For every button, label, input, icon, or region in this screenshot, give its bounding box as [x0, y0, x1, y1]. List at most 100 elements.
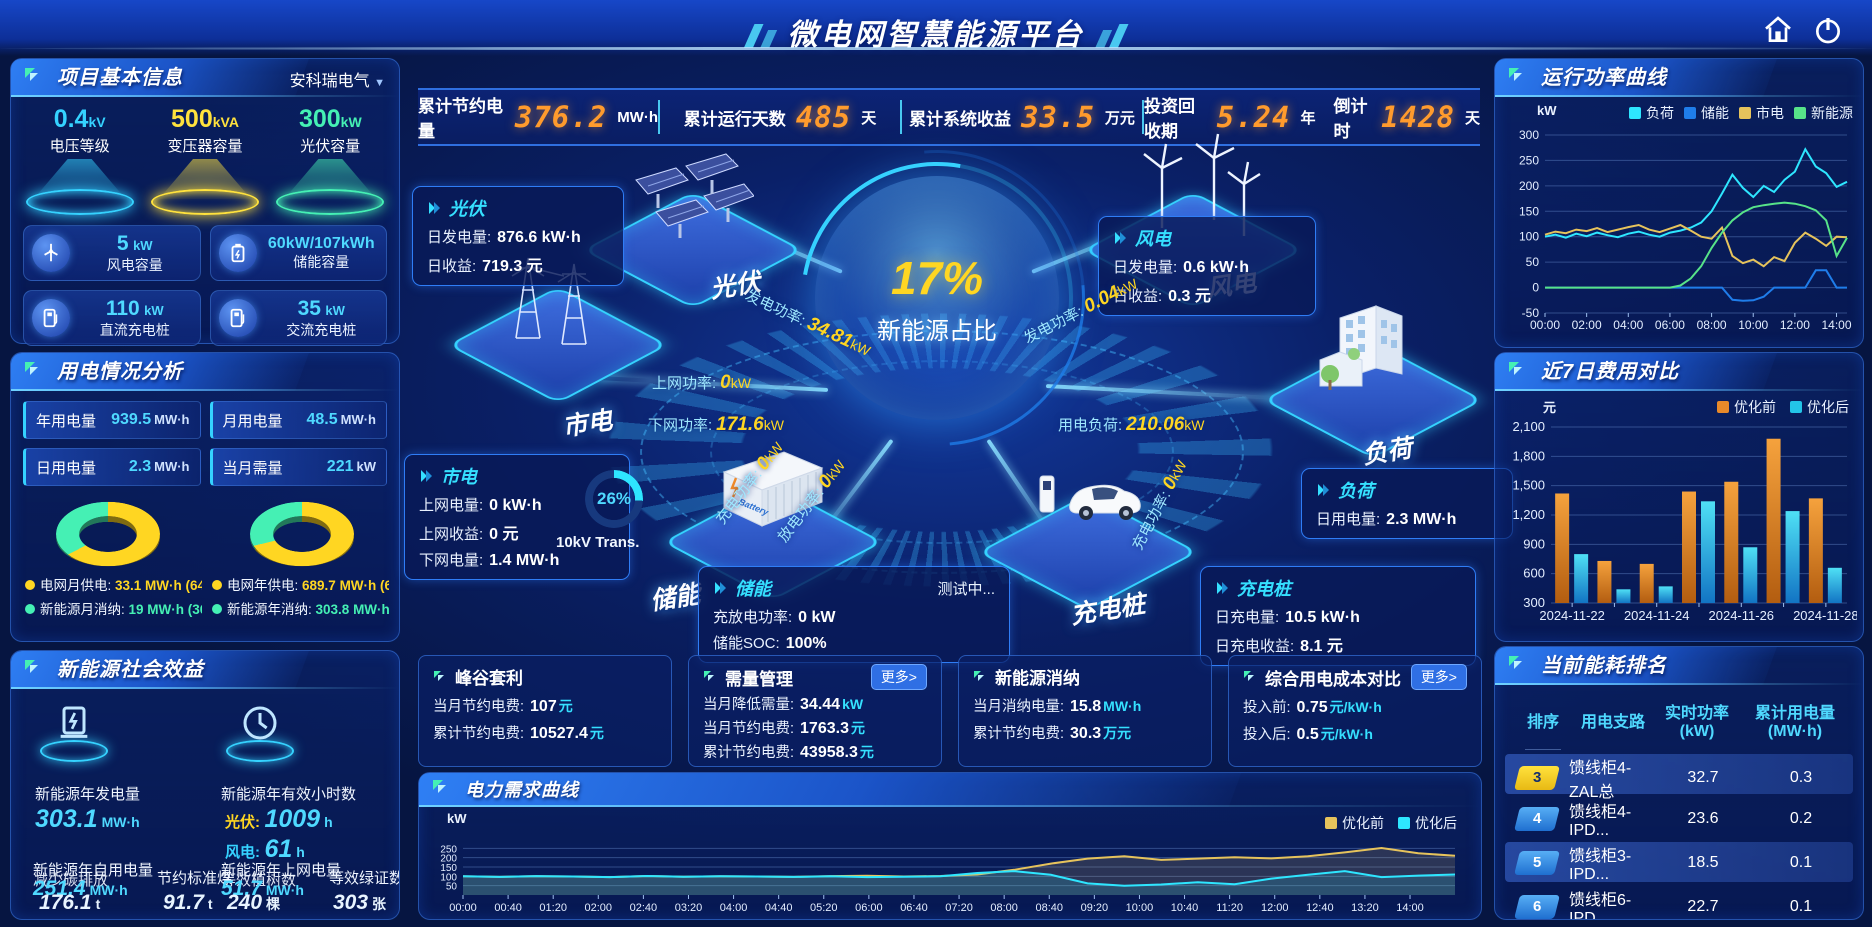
kpi-bar: 累计节约电量 376.2 MW·h 累计运行天数 485 天 累计系统收益 33.5 万元 … — [418, 88, 1480, 146]
benefit-co2-value: 176.1 t — [39, 891, 101, 914]
chevron-right-icon — [1318, 484, 1329, 496]
svg-text:13:20: 13:20 — [1351, 902, 1379, 914]
load-info-box: 负荷 日用电量: 2.3 MW·h — [1301, 468, 1513, 539]
table-row: 5 馈线柜3-IPD... 18.5 0.1 — [1505, 842, 1853, 883]
stat-month-demand: 当月需量 221 kW — [209, 448, 387, 486]
table-row: 4 馈线柜4-IPD... 23.6 0.2 — [1505, 798, 1853, 839]
month-supply-donut — [56, 501, 160, 567]
solar-panels-art — [635, 153, 754, 238]
ess-testing-badge: 测试中... — [937, 580, 995, 598]
svg-text:900: 900 — [1523, 536, 1545, 551]
kpi-run-days: 累计运行天数 485 天 — [658, 100, 900, 134]
donut-legend-item: 电网月供电: 33.1 MW·h (64%) — [25, 574, 202, 594]
svg-text:00:00: 00:00 — [449, 902, 477, 914]
svg-text:1,800: 1,800 — [1512, 448, 1545, 463]
pv-capacity-cone: 300kW 光伏容量 — [271, 105, 389, 215]
run-power-legend: 负荷 储能 市电 新能源 — [1629, 103, 1853, 123]
ac-charger-icon — [218, 299, 257, 337]
svg-text:600: 600 — [1523, 566, 1545, 581]
panel-corner-icon — [974, 670, 984, 681]
svg-text:06:00: 06:00 — [1655, 318, 1685, 332]
flow-from-grid: 下网功率: 171.6kW — [648, 414, 784, 435]
svg-text:200: 200 — [1519, 179, 1539, 193]
svg-text:03:20: 03:20 — [675, 902, 703, 914]
renewable-ratio-value: 17% — [890, 251, 984, 304]
benefits-panel: 新能源社会效益 新能源年发电量 303.1 MW·h 新能源年有效小时数 光伏: … — [10, 650, 400, 920]
benefit-wind-hours: 风电: 61 h — [225, 835, 305, 863]
svg-text:08:00: 08:00 — [990, 902, 1018, 914]
title-decor-right — [1108, 24, 1129, 48]
svg-text:2024-11-26: 2024-11-26 — [1709, 608, 1775, 623]
panel-corner-icon — [23, 360, 45, 387]
cost-more-button[interactable]: 更多> — [1410, 664, 1467, 690]
demand-axis-unit: kW — [447, 811, 467, 826]
ev-info-box: 充电桩 日充电量: 10.5 kW·h 日充电收益: 8.1 元 — [1200, 566, 1476, 666]
project-info-title: 项目基本信息 — [57, 67, 183, 89]
svg-text:08:00: 08:00 — [1697, 318, 1727, 332]
battery-container-art: Battery — [722, 451, 824, 527]
energy-flow-stage: 17% 新能源占比 光伏 风电 市电 — [404, 133, 1513, 666]
svg-text:10:00: 10:00 — [1126, 902, 1154, 914]
svg-text:12:00: 12:00 — [1261, 902, 1289, 914]
kpi-system-revenue: 累计系统收益 33.5 万元 — [900, 100, 1142, 134]
benefit-trees-value: 240 棵 — [227, 891, 281, 914]
kpi-payback: 投资回收期 5.24 年 倒计时 1428 天 — [1142, 97, 1480, 141]
storage-capacity-card: 60kW/107kWh 储能容量 — [209, 225, 387, 281]
usage-stats: 年用电量 939.5 MW·h 月用电量 48.5 MW·h 日用电量 2.3 MW·h 当… — [11, 391, 399, 486]
svg-text:09:20: 09:20 — [1081, 902, 1109, 914]
run-power-panel: 运行功率曲线 kW 负荷 储能 市电 新能源 300 250 200 150 100 50 0 -5… — [1494, 58, 1864, 348]
demand-curve-panel: 电力需求曲线 kW 优化前 优化后 250 200 150 100 50 00:00 00:4… — [418, 772, 1482, 920]
run-power-header: 运行功率曲线 — [1495, 59, 1863, 97]
benefit-gen-label: 新能源年发电量 — [35, 786, 141, 803]
panel-corner-icon — [1507, 654, 1529, 681]
ess-info-box: 储能 测试中... 充放电功率: 0 kW 储能SOC: 100% — [698, 566, 1010, 663]
stat-month-usage: 月用电量 48.5 MW·h — [209, 401, 387, 439]
svg-text:2024-11-22: 2024-11-22 — [1539, 608, 1605, 623]
run-power-title: 运行功率曲线 — [1541, 67, 1667, 89]
panel-corner-icon — [23, 658, 45, 685]
chevron-right-icon — [1115, 232, 1126, 244]
home-icon[interactable] — [1762, 14, 1794, 46]
panel-corner-icon — [23, 66, 45, 93]
benefit-cert-value: 303 张 — [333, 891, 387, 914]
benefit-hours-label: 新能源年有效小时数 — [221, 786, 357, 803]
svg-text:10:40: 10:40 — [1171, 902, 1199, 914]
project-info-header: 项目基本信息 安科瑞电气 ▼ — [11, 59, 399, 97]
demand-more-button[interactable]: 更多> — [870, 664, 927, 690]
svg-text:50: 50 — [446, 882, 458, 893]
table-row: 3 馈线柜4-ZAL总 32.7 0.3 — [1505, 754, 1853, 801]
panel-corner-icon — [1507, 66, 1529, 93]
clock-icon — [240, 706, 280, 747]
svg-text:2024-11-28: 2024-11-28 — [1793, 608, 1857, 623]
usage-donut-legend: 电网月供电: 33.1 MW·h (64%) 新能源月消纳: 19 MW·h (3… — [11, 558, 399, 618]
run-power-axis-unit: kW — [1537, 103, 1557, 118]
svg-text:2024-11-24: 2024-11-24 — [1624, 608, 1690, 623]
transformer-label: 10kV Trans. — [556, 534, 640, 551]
kpi-saved-energy: 累计节约电量 376.2 MW·h — [418, 97, 658, 141]
svg-text:02:40: 02:40 — [630, 902, 658, 914]
benefits-header: 新能源社会效益 — [11, 651, 399, 689]
ac-charger-card: 35 kW 交流充电桩 — [209, 290, 387, 346]
power-icon[interactable] — [1812, 14, 1844, 46]
svg-text:2,100: 2,100 — [1512, 419, 1545, 434]
arbitrage-panel: 峰谷套利 当月节约电费: 107 元 累计节约电费: 10527.4 元 — [418, 655, 672, 767]
dc-charger-icon — [32, 299, 70, 337]
generator-icon — [54, 706, 94, 747]
svg-text:02:00: 02:00 — [1572, 318, 1602, 332]
benefit-coal-value: 91.7 t — [163, 891, 213, 914]
company-select[interactable]: 安科瑞电气 ▼ — [289, 73, 385, 90]
benefit-self-value: 251.4 MW·h — [33, 877, 128, 900]
svg-text:1,500: 1,500 — [1512, 478, 1545, 493]
svg-text:07:20: 07:20 — [945, 902, 973, 914]
dc-charger-card: 110 kW 直流充电桩 — [23, 290, 201, 346]
flow-load-power: 用电负荷: 210.06kW — [1058, 414, 1205, 435]
svg-text:250: 250 — [1519, 153, 1539, 167]
transformer-capacity-cone: 500kVA 变压器容量 — [146, 105, 264, 215]
demand-curve-header: 电力需求曲线 — [419, 773, 1481, 807]
svg-text:04:00: 04:00 — [720, 902, 748, 914]
svg-text:100: 100 — [1519, 230, 1539, 244]
rank-badge: 6 — [1514, 895, 1560, 919]
benefit-gen-value: 303.1 MW·h — [35, 805, 140, 833]
